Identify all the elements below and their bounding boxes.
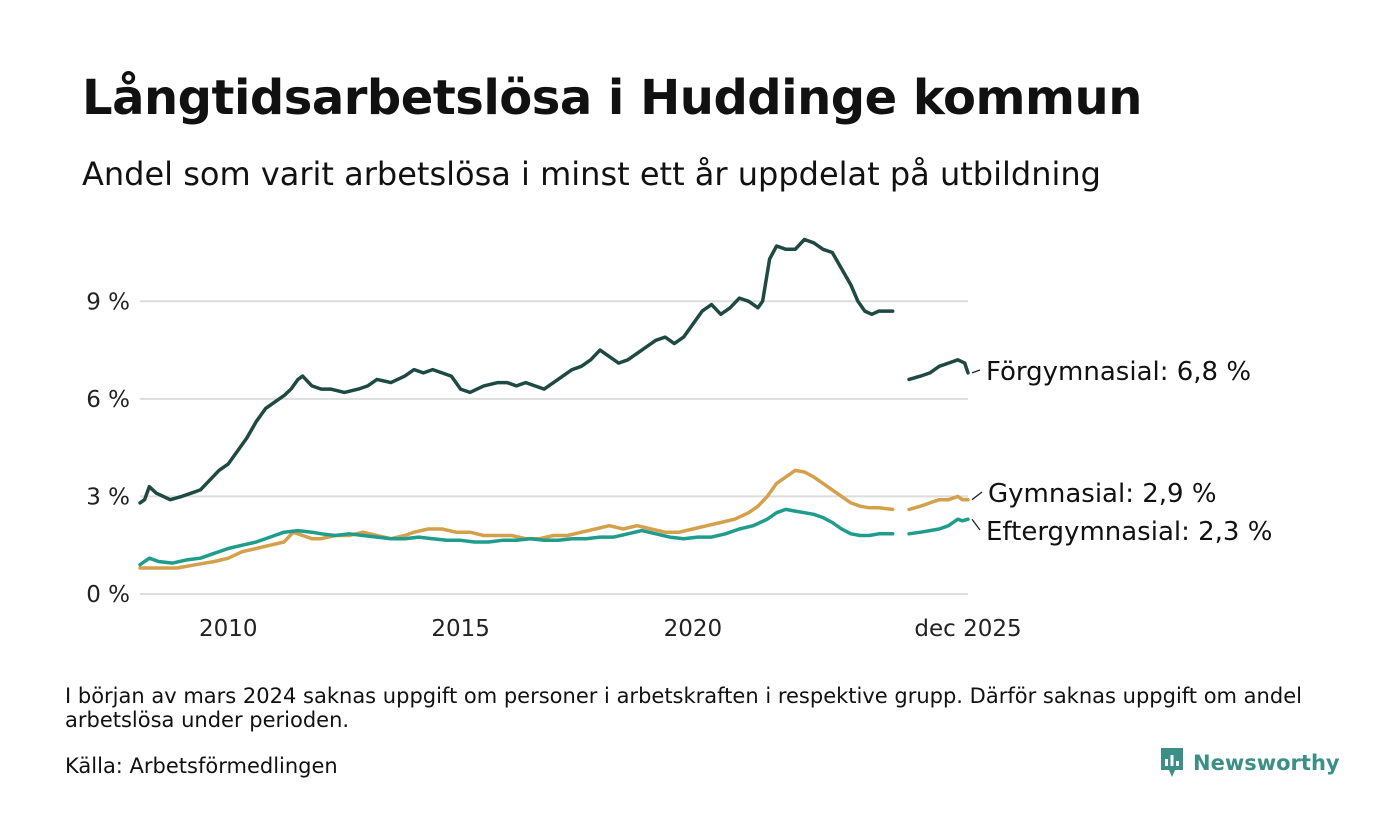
brand-name: Newsworthy bbox=[1193, 751, 1340, 775]
series-line-eftergymnasial bbox=[138, 507, 895, 567]
page-title: Långtidsarbetslösa i Huddinge kommun bbox=[82, 70, 1142, 126]
y-tick-label: 6 % bbox=[86, 387, 130, 413]
y-tick-label: 0 % bbox=[86, 582, 130, 608]
source-text: Källa: Arbetsförmedlingen bbox=[65, 754, 338, 778]
x-tick-label: 2010 bbox=[199, 616, 258, 642]
brand-logo[interactable]: Newsworthy bbox=[1159, 746, 1340, 780]
series-line-gymnasial bbox=[907, 494, 970, 512]
x-axis-ticks: 2010 2015 2020 dec 2025 bbox=[199, 616, 1022, 642]
series-labels: Förgymnasial: 6,8 % Gymnasial: 2,9 % Efter… bbox=[971, 357, 1272, 547]
x-tick-label: 2020 bbox=[664, 616, 723, 642]
series-line-förgymnasial bbox=[907, 358, 970, 382]
series-label-eftergymnasial: Eftergymnasial: 2,3 % bbox=[986, 517, 1272, 547]
series-line-förgymnasial bbox=[138, 237, 895, 505]
leader-line bbox=[971, 518, 981, 531]
series-label-gymnasial: Gymnasial: 2,9 % bbox=[988, 479, 1217, 509]
series-lines bbox=[138, 237, 970, 570]
grid-lines bbox=[140, 300, 968, 595]
series-line-eftergymnasial bbox=[907, 517, 970, 536]
series-label-förgymnasial: Förgymnasial: 6,8 % bbox=[986, 357, 1251, 387]
y-axis-ticks: 0 % 3 % 6 % 9 % bbox=[86, 289, 130, 608]
leader-line bbox=[971, 369, 981, 374]
leader-line bbox=[971, 491, 983, 501]
y-tick-label: 9 % bbox=[86, 289, 130, 315]
series-line-gymnasial bbox=[138, 468, 895, 570]
page-subtitle: Andel som varit arbetslösa i minst ett å… bbox=[82, 155, 1101, 193]
x-tick-label: dec 2025 bbox=[914, 616, 1021, 642]
footnote: I början av mars 2024 saknas uppgift om … bbox=[65, 684, 1302, 732]
line-chart: 0 % 3 % 6 % 9 % 2010 2015 2020 dec 2025 Förgym… bbox=[86, 237, 1272, 642]
newsworthy-icon bbox=[1161, 748, 1183, 777]
x-tick-label: 2015 bbox=[431, 616, 490, 642]
y-tick-label: 3 % bbox=[86, 484, 130, 510]
